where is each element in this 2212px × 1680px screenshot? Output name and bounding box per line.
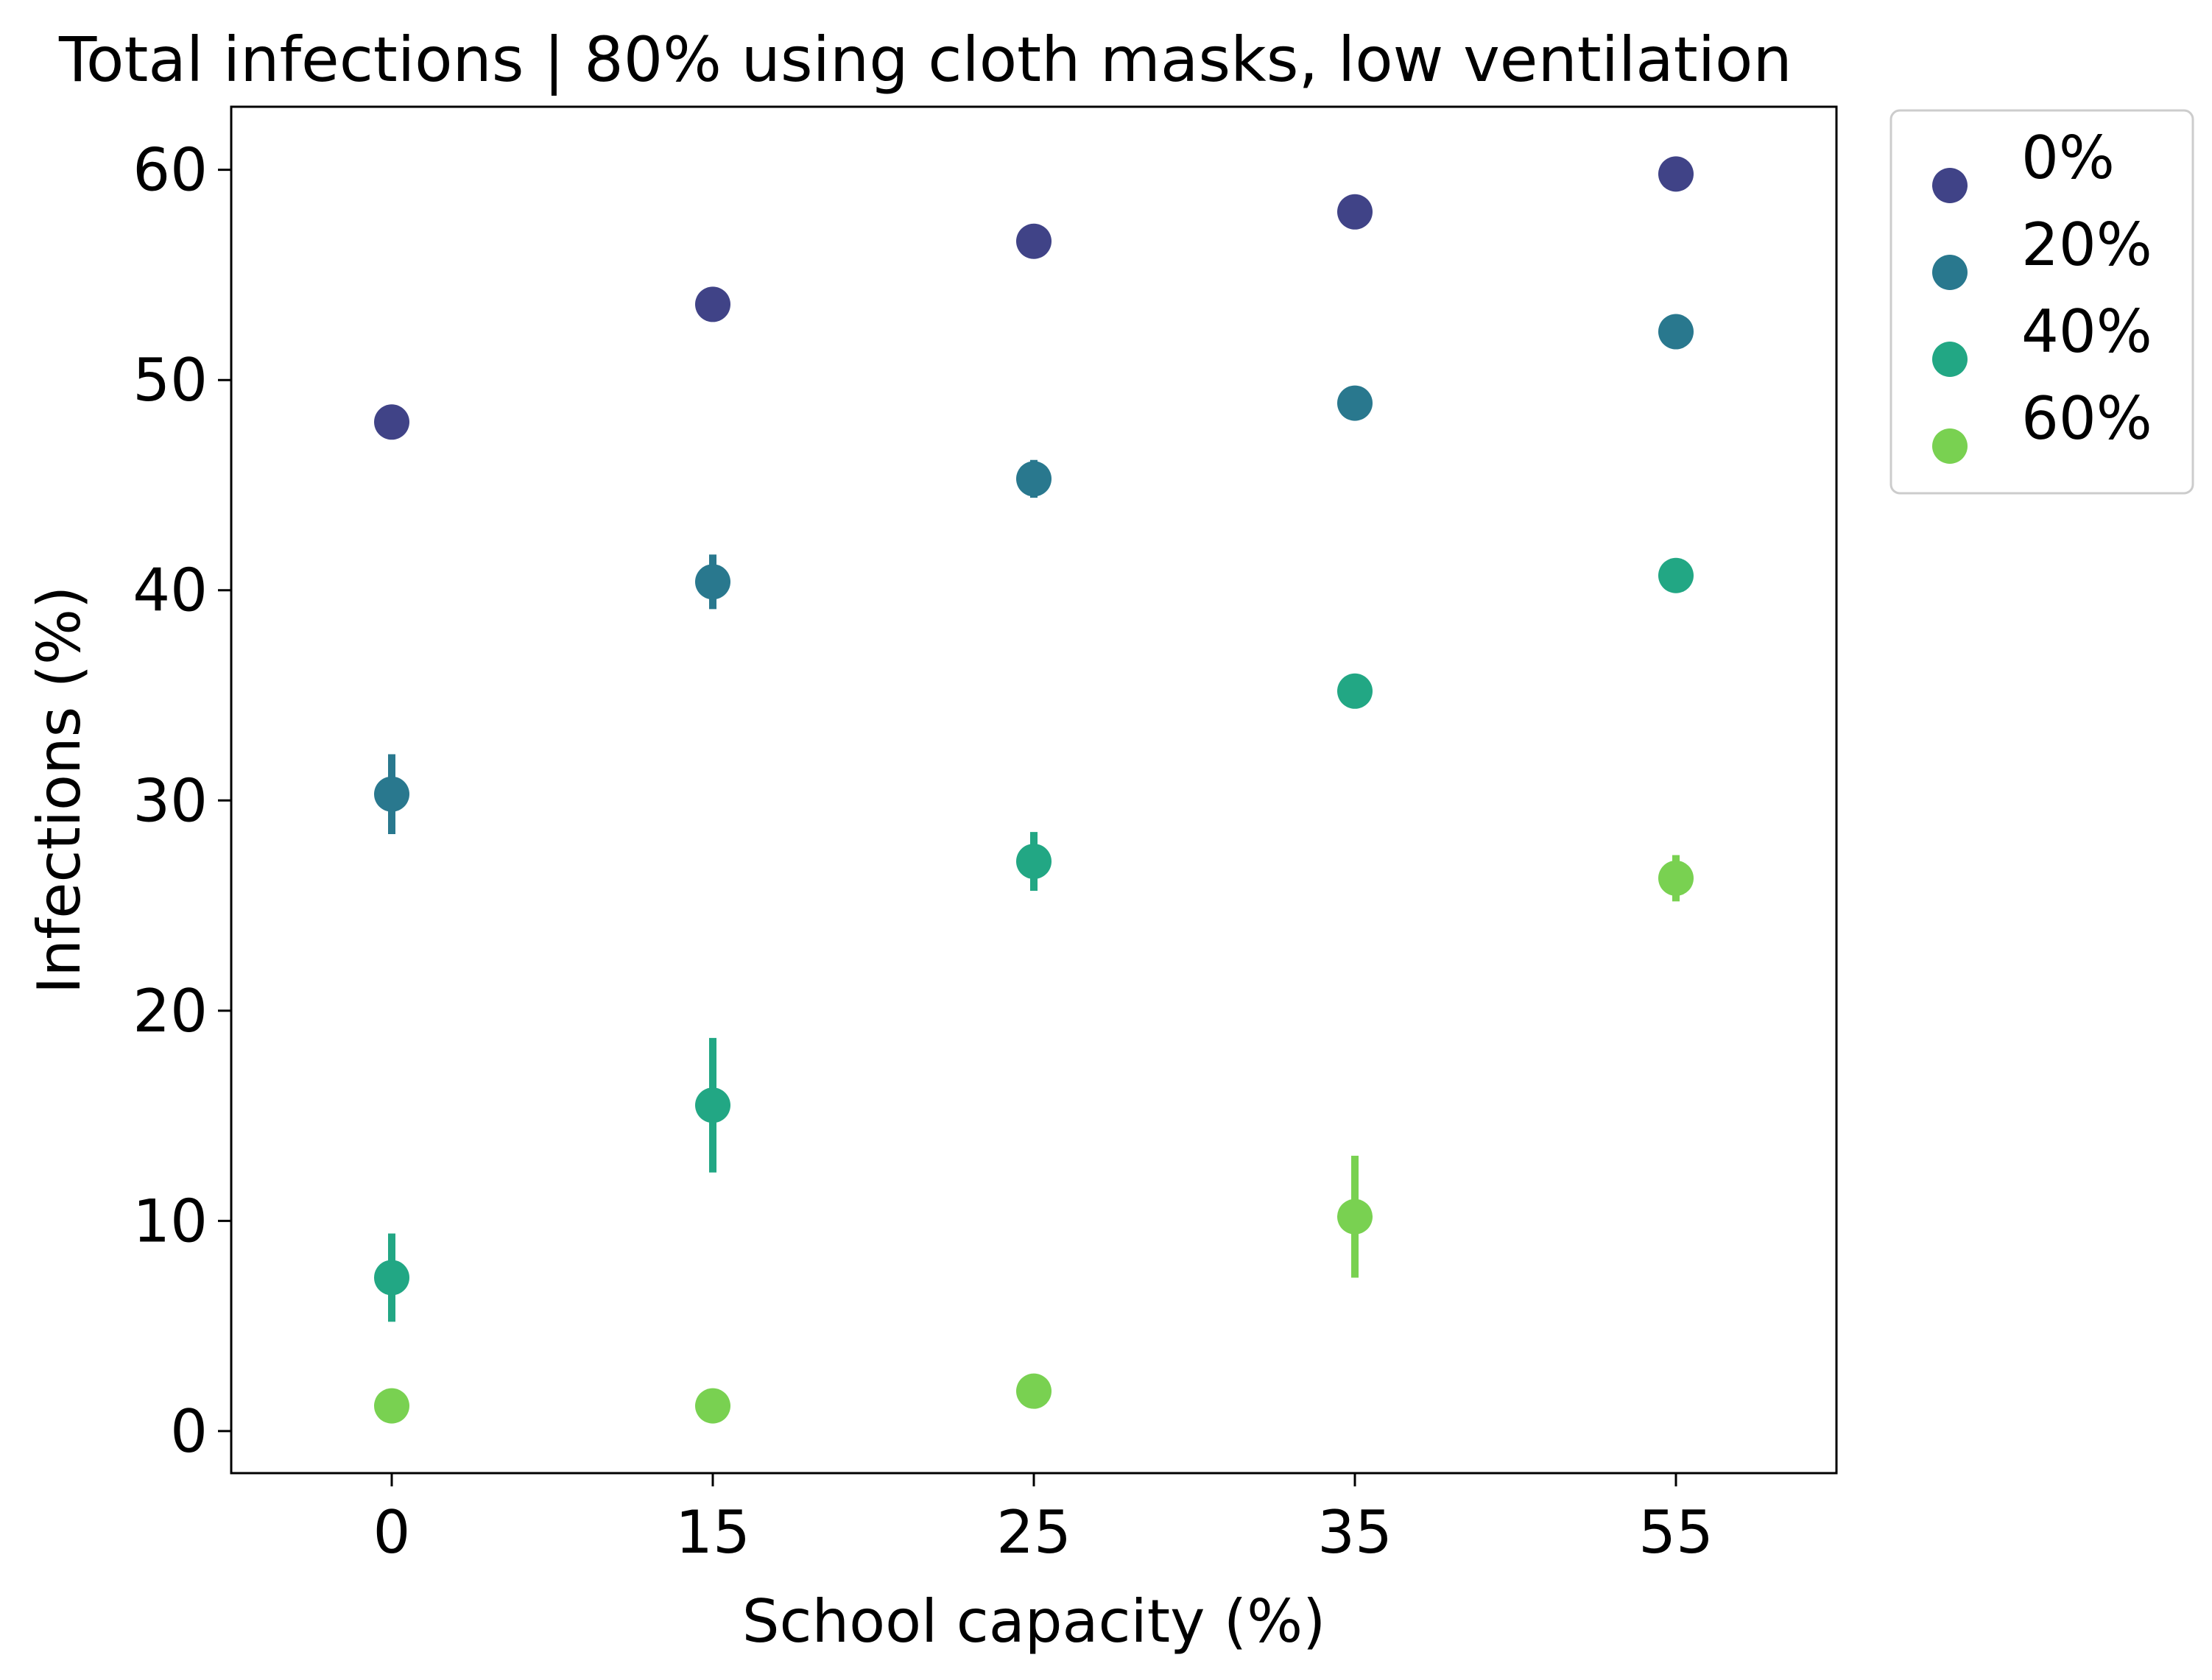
data-point xyxy=(1337,673,1373,709)
y-tick-label: 60 xyxy=(133,136,208,205)
y-axis-label: Infections (%) xyxy=(25,586,94,994)
x-axis-label: School capacity (%) xyxy=(742,1587,1326,1656)
y-tick-label: 0 xyxy=(170,1397,208,1466)
data-point xyxy=(695,564,730,600)
plot-frame xyxy=(230,105,1838,1475)
data-point xyxy=(695,1087,730,1123)
legend-label: 40% xyxy=(2021,297,2152,366)
legend-label: 20% xyxy=(2021,211,2152,279)
data-point xyxy=(374,1260,409,1296)
y-tick-label: 40 xyxy=(133,557,208,625)
legend-label: 0% xyxy=(2021,124,2115,192)
data-point xyxy=(374,1388,409,1424)
data-marks xyxy=(374,156,1694,1424)
data-point xyxy=(1337,194,1373,230)
data-point xyxy=(1658,314,1694,350)
data-point xyxy=(1658,156,1694,192)
data-point xyxy=(695,286,730,322)
legend-frame xyxy=(1889,109,2194,495)
legend: 0% 20% 40% 60% xyxy=(1889,109,2194,495)
legend-marker xyxy=(1932,342,1968,377)
data-point xyxy=(374,404,409,440)
x-tick-label: 15 xyxy=(675,1498,750,1567)
plot-area xyxy=(230,105,1838,1475)
data-point xyxy=(1016,1373,1052,1409)
data-point xyxy=(1016,461,1052,497)
chart-title: Total infections | 80% using cloth masks… xyxy=(58,24,1792,96)
data-point xyxy=(1658,557,1694,593)
data-point xyxy=(1337,1199,1373,1235)
data-point xyxy=(1337,385,1373,421)
data-point xyxy=(1658,860,1694,896)
y-tick-label: 30 xyxy=(133,766,208,835)
legend-label: 60% xyxy=(2021,384,2152,453)
x-tick-label: 55 xyxy=(1638,1498,1713,1567)
y-tick-label: 20 xyxy=(133,977,208,1045)
x-tick-label: 0 xyxy=(373,1498,411,1567)
data-point xyxy=(374,776,409,812)
x-tick-label: 35 xyxy=(1317,1498,1392,1567)
data-point xyxy=(1016,223,1052,259)
x-tick-label: 25 xyxy=(996,1498,1071,1567)
y-tick-label: 10 xyxy=(133,1187,208,1255)
x-axis: 0 15 25 35 55 xyxy=(373,1473,1713,1567)
data-point xyxy=(695,1388,730,1424)
y-tick-label: 50 xyxy=(133,346,208,414)
data-point xyxy=(1016,844,1052,880)
legend-marker xyxy=(1932,428,1968,464)
y-axis: 0 10 20 30 40 50 60 xyxy=(133,136,231,1466)
legend-marker xyxy=(1932,255,1968,290)
legend-marker xyxy=(1932,168,1968,203)
